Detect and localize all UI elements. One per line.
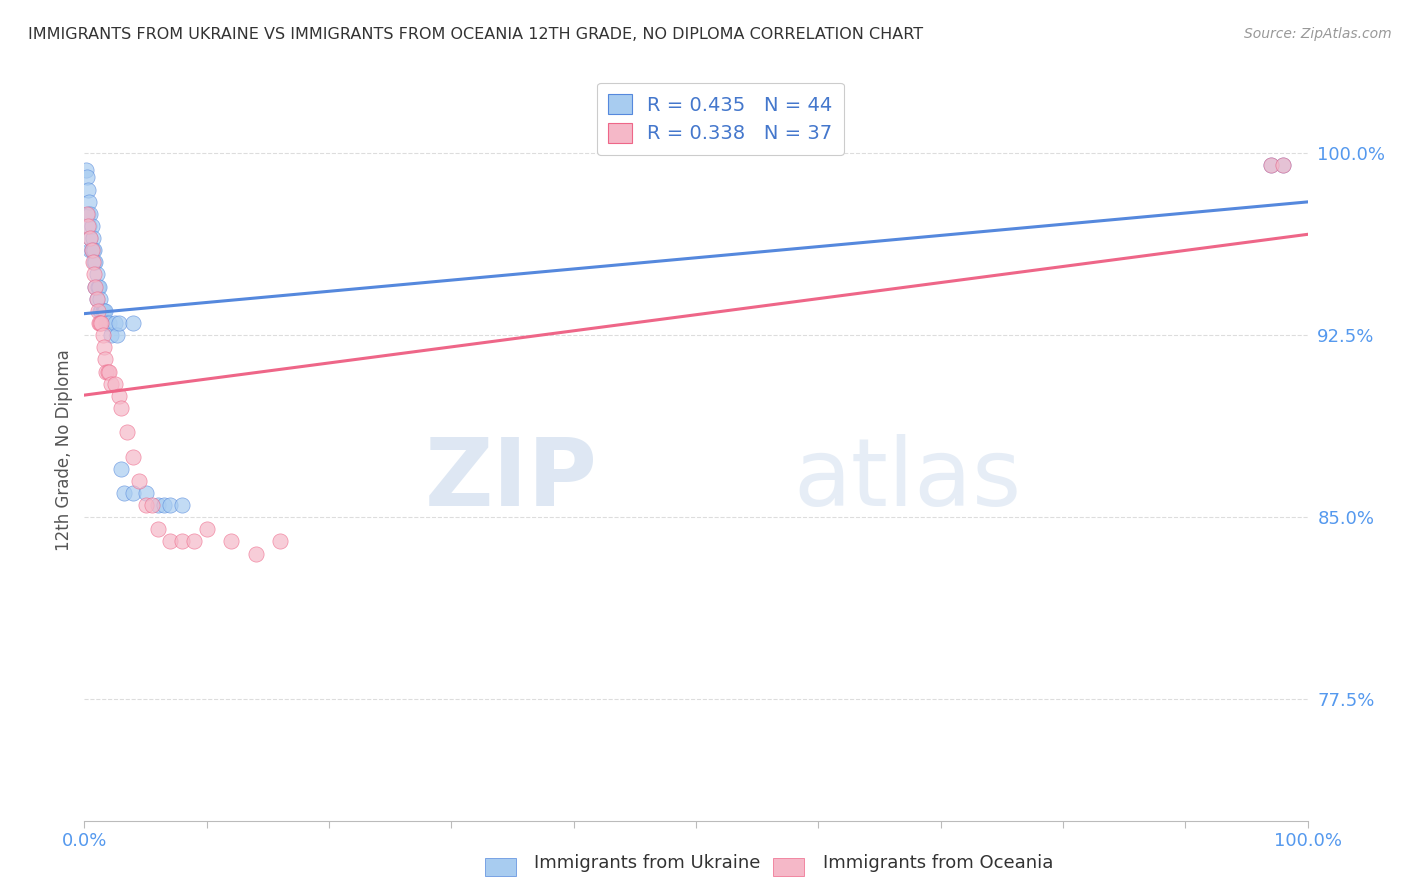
Point [159, 498, 181, 512]
Point [100, 328, 122, 343]
Point [90, 316, 112, 330]
Point [159, 534, 181, 549]
Point [183, 534, 205, 549]
Point [82, 255, 104, 269]
Point [77, 219, 100, 233]
Point [79, 243, 101, 257]
Point [172, 534, 194, 549]
Point [87, 316, 110, 330]
Point [77, 207, 100, 221]
Point [94, 304, 117, 318]
Point [107, 389, 129, 403]
Legend: R = 0.435   N = 44, R = 0.338   N = 37: R = 0.435 N = 44, R = 0.338 N = 37 [596, 83, 844, 155]
Point [87, 279, 110, 293]
Y-axis label: 12th Grade, No Diploma: 12th Grade, No Diploma [55, 350, 73, 551]
Point [87, 304, 110, 318]
Point [107, 316, 129, 330]
Point [87, 279, 110, 293]
Text: Immigrants from Ukraine: Immigrants from Ukraine [534, 855, 761, 872]
Point [80, 243, 103, 257]
Point [89, 292, 111, 306]
Point [84, 279, 107, 293]
Point [96, 316, 118, 330]
Point [172, 498, 194, 512]
Text: ZIP: ZIP [425, 434, 598, 526]
Point [82, 243, 104, 257]
Text: Source: ZipAtlas.com: Source: ZipAtlas.com [1244, 27, 1392, 41]
Point [80, 243, 103, 257]
Point [128, 474, 150, 488]
Point [86, 292, 108, 306]
Text: atlas: atlas [794, 434, 1022, 526]
Point [269, 534, 291, 549]
Point [89, 316, 111, 330]
Point [219, 534, 242, 549]
Point [112, 486, 135, 500]
Point [104, 376, 127, 391]
Point [93, 304, 115, 318]
Point [122, 486, 145, 500]
Point [90, 304, 112, 318]
Point [135, 486, 157, 500]
Point [79, 231, 101, 245]
Point [84, 255, 107, 269]
Point [94, 352, 117, 367]
Point [79, 207, 101, 221]
Point [77, 219, 100, 233]
Point [97, 365, 120, 379]
Point [97, 316, 120, 330]
Point [76, 207, 98, 221]
Point [1260, 158, 1282, 172]
Point [245, 547, 267, 561]
Point [86, 292, 108, 306]
Point [83, 243, 105, 257]
Point [93, 340, 115, 354]
Text: Immigrants from Oceania: Immigrants from Oceania [823, 855, 1053, 872]
Point [1260, 158, 1282, 172]
Point [83, 255, 105, 269]
Point [1272, 158, 1295, 172]
Point [89, 304, 111, 318]
Point [122, 316, 145, 330]
Point [1272, 158, 1295, 172]
Point [100, 376, 122, 391]
Point [110, 401, 132, 415]
Point [135, 498, 157, 512]
Point [146, 522, 169, 536]
Point [104, 316, 127, 330]
Point [83, 268, 105, 282]
Point [146, 498, 169, 512]
Point [96, 365, 118, 379]
Point [76, 170, 98, 185]
Point [75, 163, 97, 178]
Point [153, 498, 176, 512]
Point [141, 498, 163, 512]
Point [97, 365, 120, 379]
Point [91, 328, 114, 343]
Point [115, 425, 138, 440]
Point [77, 194, 100, 209]
Point [80, 219, 103, 233]
Point [79, 231, 101, 245]
Point [86, 268, 108, 282]
Point [84, 279, 107, 293]
Point [110, 461, 132, 475]
Point [82, 231, 104, 245]
Point [195, 522, 218, 536]
Point [77, 182, 100, 196]
Point [122, 450, 145, 464]
Point [105, 328, 128, 343]
Point [91, 304, 114, 318]
Text: IMMIGRANTS FROM UKRAINE VS IMMIGRANTS FROM OCEANIA 12TH GRADE, NO DIPLOMA CORREL: IMMIGRANTS FROM UKRAINE VS IMMIGRANTS FR… [28, 27, 924, 42]
